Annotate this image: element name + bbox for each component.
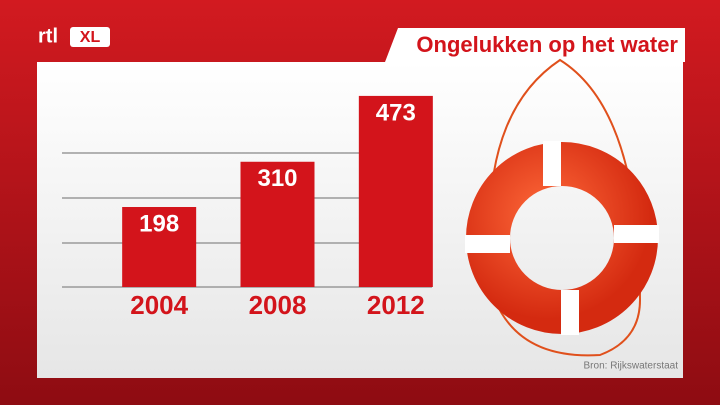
logo-brand: rtl xyxy=(38,25,58,47)
x-tick-label: 2012 xyxy=(367,290,425,320)
x-tick-label: 2004 xyxy=(130,290,188,320)
ring-bands xyxy=(465,141,659,335)
title-banner xyxy=(385,28,685,62)
chart-title: Ongelukken op het water xyxy=(416,32,678,57)
bar xyxy=(122,207,197,287)
bar xyxy=(240,161,315,287)
rope xyxy=(494,299,641,357)
logo-channel: XL xyxy=(80,29,101,46)
lifebuoy xyxy=(465,58,659,357)
source: Bron: Rijkswaterstaat xyxy=(584,361,679,372)
logo-box xyxy=(70,27,110,47)
x-tick-label: 2008 xyxy=(249,290,307,320)
bar xyxy=(358,95,433,288)
value-label: 198 xyxy=(139,210,179,237)
value-label: 473 xyxy=(376,99,416,126)
value-label: 310 xyxy=(257,165,297,192)
